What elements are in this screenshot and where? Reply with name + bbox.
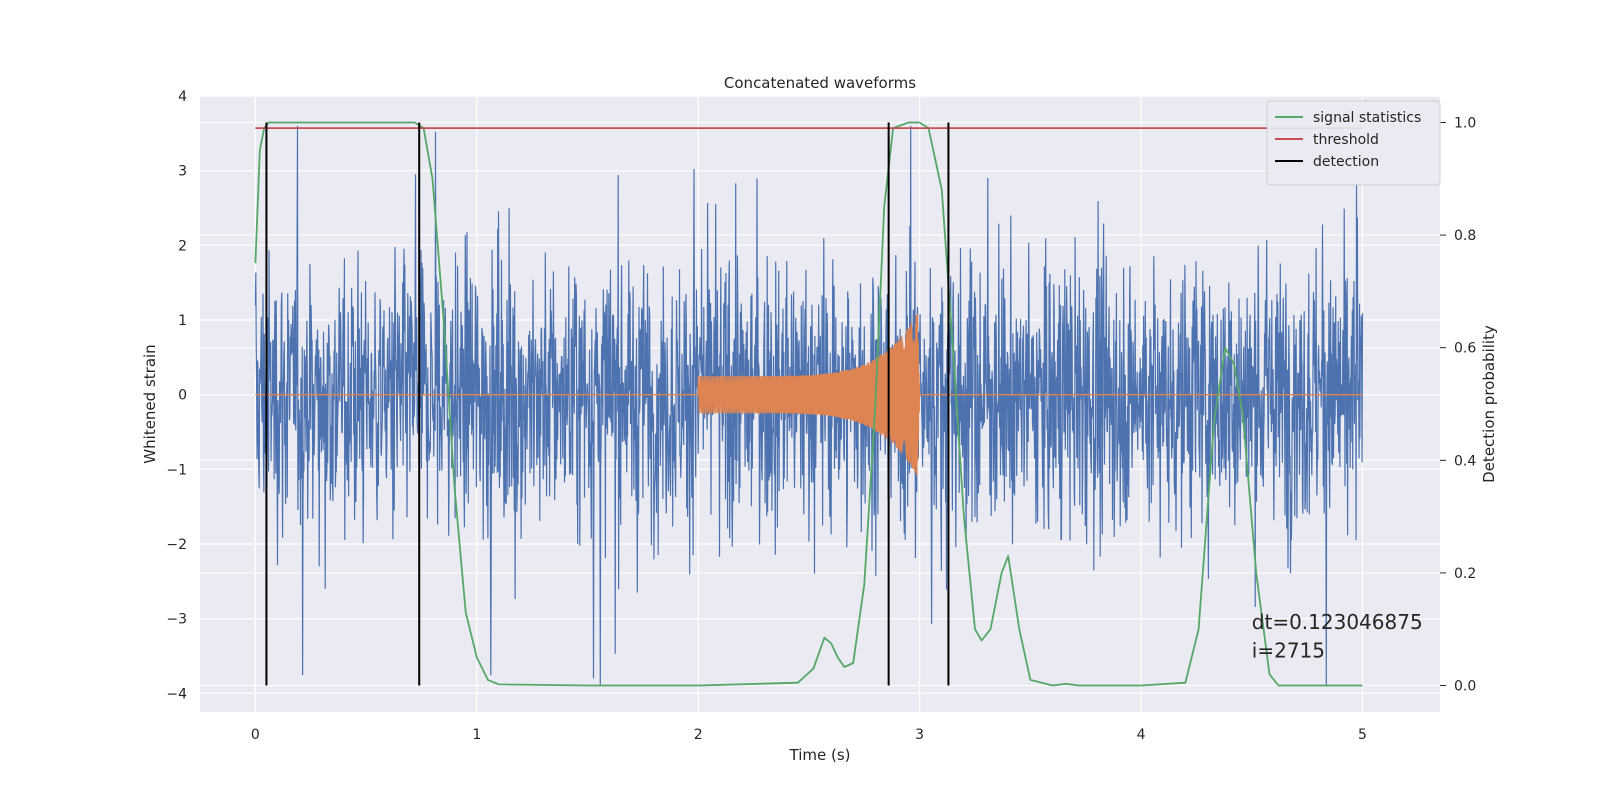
y2-tick-label: 0.2 (1454, 566, 1476, 582)
legend-label: signal statistics (1313, 110, 1421, 126)
x-tick-label: 0 (251, 727, 260, 743)
y2-tick-label: 0.4 (1454, 453, 1476, 469)
x-axis-label: Time (s) (789, 746, 851, 764)
y2-axis-label: Detection probability (1480, 325, 1498, 483)
ticks: 0 1 2 3 4 5 −4 −3 −2 −1 0 1 2 3 4 0.0 0.2 0.4 0.6 0.8 1.0 (166, 89, 1476, 743)
y-tick-label: −3 (166, 612, 187, 628)
series-layer (254, 121, 1364, 687)
legend-box (1266, 100, 1441, 186)
y2-tick-label: 0.8 (1454, 228, 1476, 244)
legend-label: threshold (1313, 132, 1379, 148)
x-tick-label: 2 (694, 727, 703, 743)
x-tick-label: 4 (1137, 727, 1146, 743)
y-tick-label: −4 (166, 686, 187, 702)
legend: signal statistics threshold detection (1266, 100, 1441, 186)
y-axis-label: Whitened strain (141, 344, 159, 463)
y-tick-label: 2 (178, 238, 187, 254)
annotation-text: dt=0.123046875 (1252, 610, 1423, 634)
y2-tick-label: 0.6 (1454, 341, 1476, 357)
y2-tick-label: 0.0 (1454, 679, 1476, 695)
annotations: dt=0.123046875 i=2715 (1252, 610, 1423, 662)
noise-series (254, 125, 1364, 686)
y-tick-label: 3 (178, 164, 187, 180)
y-tick-label: −2 (166, 537, 187, 553)
y-tick-label: 0 (178, 388, 187, 404)
x-tick-label: 5 (1358, 727, 1367, 743)
x-tick-label: 3 (915, 727, 924, 743)
chart-title: Concatenated waveforms (724, 74, 916, 92)
y2-tick-label: 1.0 (1454, 115, 1476, 131)
y-tick-label: 4 (178, 89, 187, 105)
annotation-text: i=2715 (1252, 638, 1325, 662)
y-tick-label: −1 (166, 462, 187, 478)
x-tick-label: 1 (472, 727, 481, 743)
legend-label: detection (1313, 154, 1379, 170)
y-tick-label: 1 (178, 313, 187, 329)
chirp-series (255, 313, 1363, 476)
